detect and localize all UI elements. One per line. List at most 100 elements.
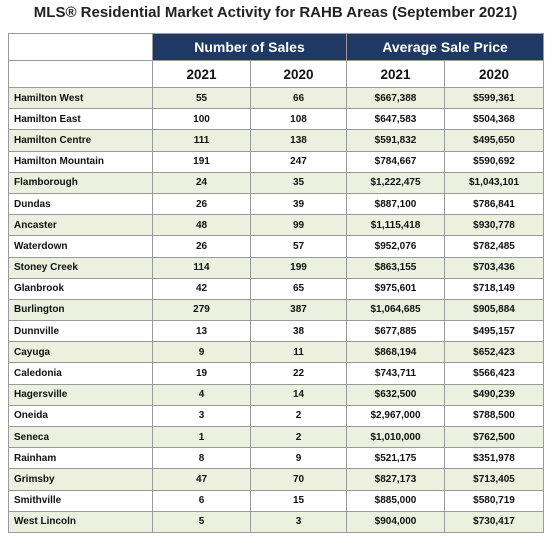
price-2021: $863,155 xyxy=(346,256,446,279)
table-row: Waterdown 26 57 $952,076 $782,485 xyxy=(8,235,545,258)
table-row: Ancaster 48 99 $1,115,418 $930,778 xyxy=(8,214,545,237)
sales-2020: 3 xyxy=(249,510,348,533)
price-2020: $566,423 xyxy=(444,362,545,385)
area-name: Stoney Creek xyxy=(8,256,153,279)
sales-2021: 9 xyxy=(152,341,251,364)
sales-2020: 22 xyxy=(249,362,348,385)
price-2020: $762,500 xyxy=(444,425,545,449)
year-header: 2020 xyxy=(444,60,545,88)
sales-2021: 5 xyxy=(152,510,251,533)
area-name: West Lincoln xyxy=(8,510,153,533)
price-2020: $905,884 xyxy=(444,298,545,322)
sales-2021: 100 xyxy=(152,108,251,131)
sales-2020: 38 xyxy=(249,320,348,343)
area-name: Ancaster xyxy=(8,214,153,237)
price-2020: $788,500 xyxy=(444,404,545,428)
sales-2021: 13 xyxy=(152,320,251,343)
area-name: Caledonia xyxy=(8,362,153,385)
price-2020: $1,043,101 xyxy=(444,171,545,194)
table-row: Seneca 1 2 $1,010,000 $762,500 xyxy=(8,425,545,449)
sales-2020: 2 xyxy=(249,425,348,449)
table-row: Grimsby 47 70 $827,173 $713,405 xyxy=(8,468,545,491)
price-2020: $504,368 xyxy=(444,108,545,131)
table-row: Dundas 26 39 $887,100 $786,841 xyxy=(8,192,545,216)
sales-2020: 387 xyxy=(249,298,348,322)
price-2020: $786,841 xyxy=(444,192,545,216)
title: MLS® Residential Market Activity for RAH… xyxy=(33,4,518,21)
price-2020: $580,719 xyxy=(444,489,545,512)
price-2021: $887,100 xyxy=(346,192,446,216)
sales-2020: 70 xyxy=(249,468,348,491)
price-2020: $599,361 xyxy=(444,86,545,110)
area-name: Cayuga xyxy=(8,341,153,364)
sales-2021: 1 xyxy=(152,425,251,449)
sales-2021: 26 xyxy=(152,192,251,216)
area-name: Dundas xyxy=(8,192,153,216)
area-name: Oneida xyxy=(8,404,153,428)
sales-2021: 191 xyxy=(152,150,251,173)
area-name: Hamilton West xyxy=(8,86,153,110)
area-name: Smithville xyxy=(8,489,153,512)
sales-2020: 99 xyxy=(249,214,348,237)
price-2020: $590,692 xyxy=(444,150,545,173)
sales-2021: 48 xyxy=(152,214,251,237)
price-2020: $703,436 xyxy=(444,256,545,279)
sales-2020: 9 xyxy=(249,447,348,470)
sales-2021: 279 xyxy=(152,298,251,322)
area-name: Hagersville xyxy=(8,383,153,406)
price-2021: $632,500 xyxy=(346,383,446,406)
sales-2021: 19 xyxy=(152,362,251,385)
sales-2020: 138 xyxy=(249,129,348,152)
price-2020: $495,650 xyxy=(444,129,545,152)
table-row: Cayuga 9 11 $868,194 $652,423 xyxy=(8,341,545,364)
price-2020: $718,149 xyxy=(444,277,545,300)
table-row: Hamilton Centre 111 138 $591,832 $495,650 xyxy=(8,129,545,152)
sales-2020: 15 xyxy=(249,489,348,512)
sales-2021: 3 xyxy=(152,404,251,428)
group-header: Number of Sales xyxy=(151,33,348,61)
price-2021: $885,000 xyxy=(346,489,446,512)
table-row: Oneida 3 2 $2,967,000 $788,500 xyxy=(8,404,545,428)
price-2021: $868,194 xyxy=(346,341,446,364)
sales-2021: 55 xyxy=(152,86,251,110)
area-name: Hamilton East xyxy=(8,108,153,131)
table-row: Smithville 6 15 $885,000 $580,719 xyxy=(8,489,545,512)
blank-cell xyxy=(8,33,153,61)
sales-2020: 66 xyxy=(249,86,348,110)
area-name: Dunnville xyxy=(8,320,153,343)
sales-2021: 6 xyxy=(152,489,251,512)
area-name: Waterdown xyxy=(8,235,153,258)
price-2021: $827,173 xyxy=(346,468,446,491)
blank-cell xyxy=(8,60,153,88)
sales-2020: 108 xyxy=(249,108,348,131)
sales-2020: 247 xyxy=(249,150,348,173)
price-2020: $495,157 xyxy=(444,320,545,343)
area-name: Glanbrook xyxy=(8,277,153,300)
price-2020: $782,485 xyxy=(444,235,545,258)
table-row: Burlington 279 387 $1,064,685 $905,884 xyxy=(8,298,545,322)
price-2021: $904,000 xyxy=(346,510,446,533)
price-2020: $930,778 xyxy=(444,214,545,237)
price-2021: $667,388 xyxy=(346,86,446,110)
table-row: Flamborough 24 35 $1,222,475 $1,043,101 xyxy=(8,171,545,194)
table-row: Hamilton West 55 66 $667,388 $599,361 xyxy=(8,86,545,110)
sales-2021: 4 xyxy=(152,383,251,406)
market-table: Number of Sales Average Sale Price 2021 … xyxy=(8,33,545,533)
table-row: Hamilton Mountain 191 247 $784,667 $590,692 xyxy=(8,150,545,173)
sales-2021: 42 xyxy=(152,277,251,300)
price-2020: $730,417 xyxy=(444,510,545,533)
sales-2021: 24 xyxy=(152,171,251,194)
price-2021: $677,885 xyxy=(346,320,446,343)
table-row: Rainham 8 9 $521,175 $351,978 xyxy=(8,447,545,470)
sales-2020: 11 xyxy=(249,341,348,364)
price-2021: $743,711 xyxy=(346,362,446,385)
price-2021: $1,064,685 xyxy=(346,298,446,322)
price-2021: $1,115,418 xyxy=(346,214,446,237)
price-2021: $647,583 xyxy=(346,108,446,131)
table-row: Glanbrook 42 65 $975,601 $718,149 xyxy=(8,277,545,300)
table-row: West Lincoln 5 3 $904,000 $730,417 xyxy=(8,510,545,533)
area-name: Seneca xyxy=(8,425,153,449)
area-name: Hamilton Centre xyxy=(8,129,153,152)
area-name: Flamborough xyxy=(8,171,153,194)
area-name: Grimsby xyxy=(8,468,153,491)
